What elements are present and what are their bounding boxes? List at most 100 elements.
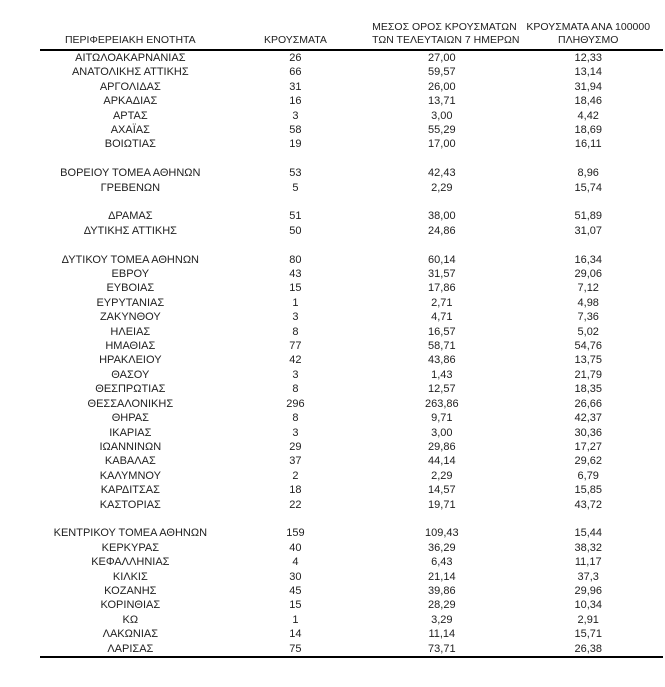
avg-7-days-cell: 11,14 (428, 628, 456, 641)
cases-cell: 66 (289, 66, 302, 79)
regional-unit-cell: ΙΩΑΝΝΙΝΩΝ (99, 440, 162, 453)
group-spacer-row (40, 195, 663, 209)
avg-7-days-cell: 59,57 (428, 66, 456, 79)
regional-unit-cell: ΛΑΡΙΣΑΣ (107, 642, 154, 655)
table-row: ΛΑΡΙΣΑΣ 75 73,71 26,38 (40, 642, 663, 657)
avg-7-days-cell: 60,14 (428, 253, 456, 266)
table-row: ΘΑΣΟΥ 3 1,43 21,79 (40, 368, 663, 382)
per-100000-cell: 15,74 (574, 181, 602, 194)
avg-7-days-cell: 13,71 (428, 95, 456, 108)
regional-unit-cell: ΗΡΑΚΛΕΙΟΥ (99, 354, 162, 367)
per-100000-cell: 29,06 (574, 268, 602, 281)
avg-7-days-cell: 109,43 (424, 527, 459, 540)
cases-cell: 75 (289, 642, 302, 655)
table-row: ΕΥΒΟΙΑΣ 15 17,86 7,12 (40, 281, 663, 295)
per-100000-cell: 30,36 (574, 426, 602, 439)
per-100000-cell: 6,79 (577, 469, 599, 482)
avg-7-days-cell: 17,00 (428, 138, 456, 151)
per-100000-cell: 18,35 (574, 383, 602, 396)
avg-7-days-cell: 3,00 (431, 109, 453, 122)
table-row: ΘΕΣΣΑΛΟΝΙΚΗΣ 296 263,86 26,66 (40, 397, 663, 411)
avg-7-days-cell: 2,29 (431, 469, 453, 482)
cases-cell: 19 (289, 138, 302, 151)
cases-cell: 80 (289, 253, 302, 266)
per-100000-cell: 42,37 (574, 412, 602, 425)
table-row: ΗΡΑΚΛΕΙΟΥ 42 43,86 13,75 (40, 353, 663, 367)
avg-7-days-cell: 39,86 (428, 584, 456, 597)
regional-unit-cell: ΕΒΡΟΥ (111, 268, 150, 281)
regional-unit-cell: ΚΕΡΚΥΡΑΣ (101, 541, 159, 554)
col-header-per-100000: ΚΡΟΥΣΜΑΤΑ ΑΝΑ 100000 ΠΛΗΘΥΣΜΟ (513, 21, 663, 51)
col-header-cases-line1: ΚΡΟΥΣΜΑΤΑ (263, 34, 327, 46)
cases-cell: 5 (292, 181, 299, 194)
avg-7-days-cell: 2,71 (431, 296, 453, 309)
regional-unit-cell: ΚΩ (122, 613, 139, 626)
avg-7-days-cell: 263,86 (424, 397, 459, 410)
regional-cases-table-wrap: ΠΕΡΙΦΕΡΕΙΑΚΗ ΕΝΟΤΗΤΑ ΚΡΟΥΣΜΑΤΑ ΜΕΣΟΣ ΟΡΟ… (40, 21, 663, 658)
regional-unit-cell: ΛΑΚΩΝΙΑΣ (102, 628, 159, 641)
cases-cell: 29 (289, 440, 302, 453)
avg-7-days-cell: 12,57 (428, 383, 456, 396)
avg-7-days-cell: 14,57 (428, 484, 456, 497)
per-100000-cell: 43,72 (574, 498, 602, 511)
per-100000-cell: 29,96 (574, 584, 602, 597)
avg-7-days-cell: 43,86 (428, 354, 456, 367)
table-row: ΑΧΑΪΑΣ 58 55,29 18,69 (40, 123, 663, 137)
regional-cases-table: ΠΕΡΙΦΕΡΕΙΑΚΗ ΕΝΟΤΗΤΑ ΚΡΟΥΣΜΑΤΑ ΜΕΣΟΣ ΟΡΟ… (40, 21, 663, 658)
regional-unit-cell: ΔΥΤΙΚΟΥ ΤΟΜΕΑ ΑΘΗΝΩΝ (61, 253, 199, 266)
avg-7-days-cell: 3,00 (431, 426, 453, 439)
regional-unit-cell: ΑΡΓΟΛΙΔΑΣ (99, 80, 161, 93)
table-row: ΘΕΣΠΡΩΤΙΑΣ 8 12,57 18,35 (40, 382, 663, 396)
cases-cell: 15 (289, 599, 302, 612)
table-row: ΕΥΡΥΤΑΝΙΑΣ 1 2,71 4,98 (40, 296, 663, 310)
cases-cell: 3 (292, 426, 299, 439)
regional-unit-cell: ΓΡΕΒΕΝΩΝ (100, 181, 161, 194)
regional-unit-cell: ΗΜΑΘΙΑΣ (105, 340, 156, 353)
cases-cell: 3 (292, 311, 299, 324)
per-100000-cell: 54,76 (574, 340, 602, 353)
per-100000-cell: 4,98 (577, 296, 599, 309)
table-row: ΑΡΤΑΣ 3 3,00 4,42 (40, 109, 663, 123)
table-row: ΑΝΑΤΟΛΙΚΗΣ ΑΤΤΙΚΗΣ 66 59,57 13,14 (40, 65, 663, 79)
table-row: ΚΕΝΤΡΙΚΟΥ ΤΟΜΕΑ ΑΘΗΝΩΝ 159 109,43 15,44 (40, 526, 663, 540)
regional-unit-cell: ΚΕΝΤΡΙΚΟΥ ΤΟΜΕΑ ΑΘΗΝΩΝ (53, 527, 208, 540)
cases-cell: 53 (289, 167, 302, 180)
per-100000-cell: 26,66 (574, 397, 602, 410)
avg-7-days-cell: 16,57 (428, 325, 456, 338)
table-body: ΑΙΤΩΛΟΑΚΑΡΝΑΝΙΑΣ 26 27,00 12,33 ΑΝΑΤΟΛΙΚ… (40, 50, 663, 657)
table-row: ΚΑΒΑΛΑΣ 37 44,14 29,62 (40, 454, 663, 468)
cases-cell: 26 (289, 52, 302, 64)
regional-unit-cell: ΚΟΖΑΝΗΣ (104, 584, 157, 597)
per-100000-cell: 11,17 (574, 556, 602, 569)
per-100000-cell: 12,33 (574, 52, 602, 64)
per-100000-cell: 37,3 (577, 570, 599, 583)
regional-unit-cell: ΔΥΤΙΚΗΣ ΑΤΤΙΚΗΣ (83, 224, 177, 237)
avg-7-days-cell: 73,71 (428, 642, 456, 655)
table-row: ΔΡΑΜΑΣ 51 38,00 51,89 (40, 209, 663, 223)
avg-7-days-cell: 3,29 (431, 613, 453, 626)
per-100000-cell: 13,75 (574, 354, 602, 367)
table-row: ΙΚΑΡΙΑΣ 3 3,00 30,36 (40, 426, 663, 440)
avg-7-days-cell: 42,43 (428, 167, 456, 180)
cases-cell: 40 (289, 541, 302, 554)
cases-cell: 30 (289, 570, 302, 583)
avg-7-days-cell: 4,71 (431, 311, 453, 324)
cases-cell: 50 (289, 224, 302, 237)
regional-unit-cell: ΔΡΑΜΑΣ (108, 210, 153, 223)
avg-7-days-cell: 29,86 (428, 440, 456, 453)
regional-unit-cell: ΑΧΑΪΑΣ (110, 124, 150, 137)
group-spacer-cell (40, 195, 663, 209)
cases-cell: 16 (289, 95, 302, 108)
table-row: ΚΑΡΔΙΤΣΑΣ 18 14,57 15,85 (40, 483, 663, 497)
avg-7-days-cell: 17,86 (428, 282, 456, 295)
avg-7-days-cell: 58,71 (428, 340, 456, 353)
regional-unit-cell: ΑΡΤΑΣ (112, 109, 148, 122)
avg-7-days-cell: 6,43 (431, 556, 453, 569)
avg-7-days-cell: 1,43 (431, 368, 453, 381)
cases-cell: 3 (292, 368, 299, 381)
group-spacer-row (40, 512, 663, 526)
header-row: ΠΕΡΙΦΕΡΕΙΑΚΗ ΕΝΟΤΗΤΑ ΚΡΟΥΣΜΑΤΑ ΜΕΣΟΣ ΟΡΟ… (40, 21, 663, 51)
cases-cell: 31 (289, 80, 302, 93)
per-100000-cell: 4,42 (577, 109, 599, 122)
table-row: ΚΟΡΙΝΘΙΑΣ 15 28,29 10,34 (40, 598, 663, 612)
